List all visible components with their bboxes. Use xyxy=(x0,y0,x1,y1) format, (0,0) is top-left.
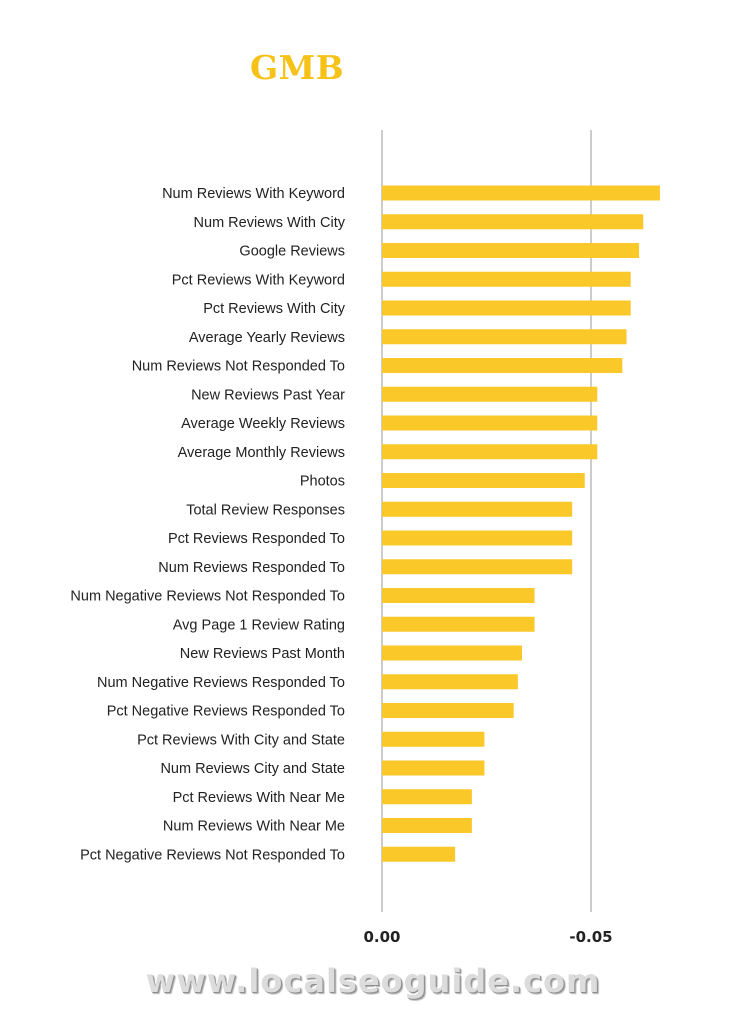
category-label: New Reviews Past Month xyxy=(180,646,345,662)
category-label: Pct Reviews With Keyword xyxy=(172,272,345,288)
bar xyxy=(382,243,640,258)
bar xyxy=(382,444,598,460)
x-tick-label: 0.00 xyxy=(363,928,400,946)
bar xyxy=(382,415,598,431)
bar xyxy=(382,473,585,488)
bar xyxy=(382,358,623,373)
bar xyxy=(382,760,485,776)
category-label: Pct Reviews With Near Me xyxy=(173,790,345,806)
bar xyxy=(382,789,472,805)
category-label: Num Reviews With Keyword xyxy=(162,186,345,202)
category-label: Pct Reviews With City xyxy=(203,301,346,317)
category-label: Average Weekly Reviews xyxy=(181,416,345,432)
bar xyxy=(382,559,573,575)
category-label: New Reviews Past Year xyxy=(191,387,345,403)
bar xyxy=(382,214,644,230)
category-label: Average Yearly Reviews xyxy=(189,330,345,346)
grid-lines xyxy=(381,130,592,912)
category-label: Avg Page 1 Review Rating xyxy=(173,617,345,633)
category-label: Pct Negative Reviews Not Responded To xyxy=(80,847,345,863)
bar xyxy=(382,645,523,661)
bar xyxy=(382,703,514,718)
category-label: Google Reviews xyxy=(239,244,345,260)
axis-ticks: 0.00 -0.05 xyxy=(363,928,612,946)
chart-title: GMB xyxy=(250,48,345,87)
bars xyxy=(382,185,660,862)
category-label: Num Reviews Not Responded To xyxy=(132,359,345,375)
category-label: Photos xyxy=(300,474,345,490)
bar xyxy=(382,674,518,690)
watermark-text: www.localseoguide.com xyxy=(145,962,601,1000)
category-label: Num Reviews City and State xyxy=(160,761,345,777)
x-tick-label: -0.05 xyxy=(569,928,612,946)
category-label: Pct Reviews Responded To xyxy=(168,531,345,547)
bar xyxy=(382,731,485,747)
category-label: Pct Reviews With City and State xyxy=(137,732,345,748)
bar xyxy=(382,386,598,402)
bar xyxy=(382,185,660,201)
category-label: Num Reviews Responded To xyxy=(158,560,345,576)
bar xyxy=(382,530,573,546)
bar xyxy=(382,271,631,287)
bar xyxy=(382,300,631,316)
bar xyxy=(382,501,573,517)
category-labels: Num Reviews With Keyword Num Reviews With… xyxy=(70,186,345,863)
category-label: Num Negative Reviews Not Responded To xyxy=(70,589,345,605)
bar xyxy=(382,329,627,345)
bar xyxy=(382,616,535,632)
bar xyxy=(382,846,456,862)
category-label: Num Reviews With Near Me xyxy=(163,819,345,835)
category-label: Num Negative Reviews Responded To xyxy=(97,675,345,691)
bar xyxy=(382,588,535,603)
category-label: Average Monthly Reviews xyxy=(178,445,345,461)
category-label: Num Reviews With City xyxy=(194,215,346,231)
bar xyxy=(382,818,472,833)
category-label: Pct Negative Reviews Responded To xyxy=(107,704,345,720)
category-label: Total Review Responses xyxy=(186,502,345,518)
